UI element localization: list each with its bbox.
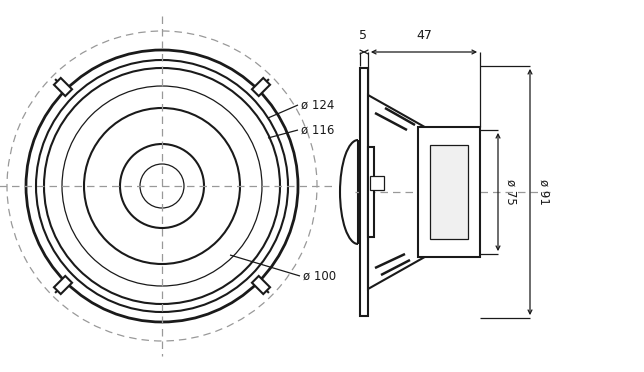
Bar bbox=[54, 276, 72, 294]
Text: 5: 5 bbox=[359, 29, 367, 42]
Bar bbox=[360, 68, 368, 316]
Bar bbox=[370, 176, 384, 190]
Text: ø 100: ø 100 bbox=[303, 269, 336, 282]
Text: ø 75: ø 75 bbox=[504, 179, 517, 205]
Text: 47: 47 bbox=[416, 29, 432, 42]
Bar bbox=[252, 276, 270, 294]
Text: ø 116: ø 116 bbox=[301, 124, 334, 137]
Text: ø 91: ø 91 bbox=[537, 179, 550, 205]
Bar bbox=[418, 127, 480, 257]
Bar bbox=[252, 78, 270, 96]
Bar bbox=[368, 147, 374, 237]
Text: ø 124: ø 124 bbox=[301, 99, 334, 112]
Bar bbox=[54, 78, 72, 96]
Bar bbox=[430, 145, 468, 239]
